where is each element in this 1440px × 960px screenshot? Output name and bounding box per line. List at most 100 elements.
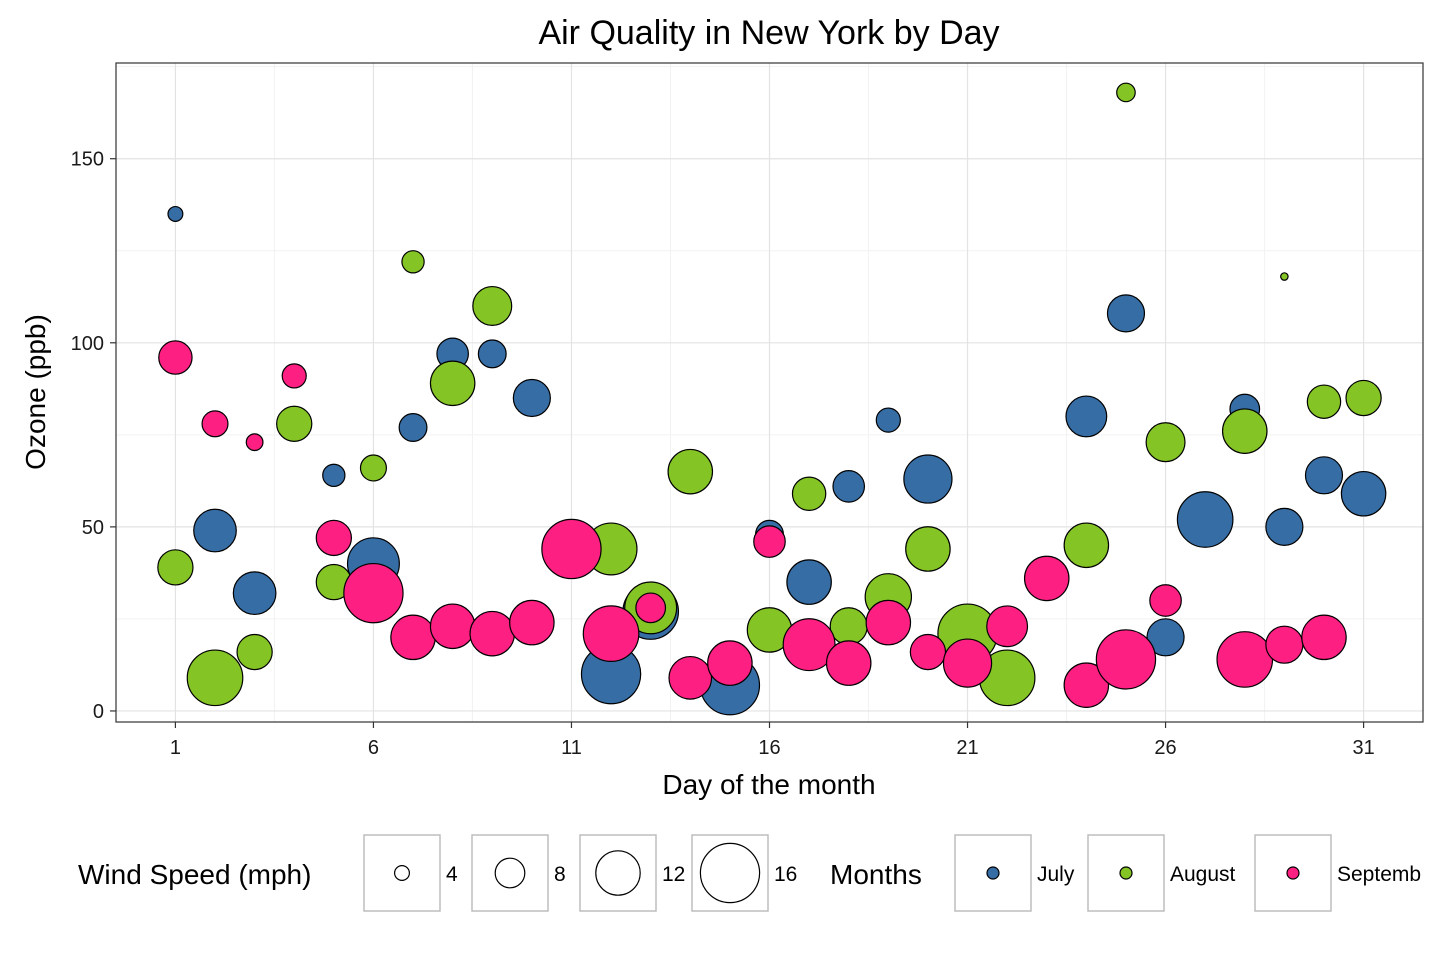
data-point-august	[1306, 384, 1342, 419]
size-legend-title: Wind Speed (mph)	[78, 859, 311, 890]
x-tick-label: 26	[1154, 737, 1176, 759]
data-point-august	[667, 448, 714, 495]
data-point-august	[1280, 272, 1289, 281]
data-point-august	[401, 250, 425, 274]
data-point-august	[829, 607, 868, 646]
data-point-august	[905, 526, 951, 572]
data-point-august	[186, 649, 244, 707]
data-point-septemb	[1063, 662, 1110, 708]
color-legend-label: July	[1037, 863, 1075, 886]
x-tick-label: 11	[561, 737, 582, 759]
y-tick-label: 50	[82, 517, 104, 539]
data-point-septemb	[1095, 629, 1157, 690]
data-point-july	[1304, 456, 1344, 495]
color-legend-label: August	[1170, 863, 1236, 886]
size-legend-circle	[595, 850, 641, 896]
data-point-septemb	[1265, 625, 1304, 664]
size-legend-circle	[699, 842, 761, 904]
data-point-septemb	[281, 363, 307, 389]
data-point-septemb	[158, 340, 193, 375]
x-tick-label: 21	[956, 737, 978, 759]
data-point-septemb	[668, 655, 713, 700]
color-legend-dot	[986, 866, 1000, 880]
y-axis-title: Ozone (ppb)	[20, 314, 51, 470]
data-point-septemb	[509, 599, 555, 646]
data-point-septemb	[1149, 584, 1182, 617]
data-point-septemb	[315, 519, 353, 557]
data-point-july	[512, 378, 551, 418]
size-legend: 4 8 12 16	[363, 834, 797, 912]
data-point-septemb	[909, 633, 947, 671]
data-point-august	[1345, 379, 1382, 417]
data-point-august	[157, 549, 194, 586]
data-point-septemb	[825, 640, 872, 686]
data-point-july	[875, 407, 901, 433]
data-point-august	[791, 476, 827, 511]
data-point-septemb	[1301, 614, 1347, 661]
data-point-july	[903, 454, 953, 504]
data-point-july	[786, 559, 832, 605]
data-point-septemb	[782, 618, 836, 672]
data-point-july	[477, 339, 507, 369]
data-point-july	[1265, 507, 1304, 546]
data-point-july	[832, 470, 866, 503]
data-point-septemb	[429, 603, 476, 650]
size-legend-label: 16	[774, 863, 797, 886]
data-point-august	[359, 454, 387, 482]
size-legend-label: 8	[554, 863, 566, 886]
color-legend-title: Months	[830, 859, 922, 890]
x-axis-title: Day of the month	[662, 769, 875, 800]
data-point-august	[1221, 408, 1268, 454]
data-point-septemb	[201, 410, 229, 438]
chart-title: Air Quality in New York by Day	[538, 14, 999, 52]
x-tick-label: 6	[368, 737, 379, 759]
data-point-septemb	[865, 599, 912, 646]
x-tick-label: 31	[1352, 737, 1374, 759]
x-tick-label: 1	[170, 737, 181, 759]
data-point-august	[429, 360, 476, 407]
data-point-august	[1116, 82, 1136, 103]
data-point-septemb	[1023, 555, 1070, 602]
data-point-july	[398, 412, 428, 442]
data-point-septemb	[343, 562, 404, 624]
data-point-july	[232, 571, 277, 616]
data-point-august	[276, 405, 313, 442]
y-tick-label: 0	[93, 701, 104, 723]
data-point-july	[1340, 470, 1387, 517]
size-legend-label: 12	[662, 863, 685, 886]
color-legend: July August Septemb	[954, 834, 1421, 912]
data-point-septemb	[986, 605, 1029, 648]
data-point-septemb	[753, 525, 786, 558]
data-point-july	[1106, 294, 1146, 333]
y-tick-label: 100	[71, 333, 104, 355]
color-legend-dot	[1119, 866, 1133, 880]
data-point-august	[1063, 522, 1110, 569]
data-point-july	[167, 205, 184, 222]
data-point-august	[472, 285, 513, 327]
data-point-septemb	[390, 614, 436, 661]
size-legend-label: 4	[446, 863, 458, 886]
data-point-july	[1065, 395, 1108, 438]
data-point-septemb	[635, 592, 667, 624]
data-point-july	[322, 463, 346, 488]
data-point-septemb	[1216, 631, 1274, 688]
data-points	[157, 82, 1387, 716]
data-point-august	[236, 633, 273, 671]
data-point-july	[1146, 618, 1185, 657]
y-tick-label: 150	[71, 149, 104, 171]
data-point-septemb	[707, 640, 753, 686]
data-point-septemb	[582, 605, 640, 662]
data-point-septemb	[469, 610, 516, 657]
data-point-septemb	[541, 518, 602, 580]
data-point-august	[1145, 422, 1186, 463]
data-point-septemb	[245, 433, 264, 452]
data-point-july	[1176, 491, 1234, 548]
size-legend-circle	[494, 857, 526, 889]
size-legend-circle	[394, 864, 411, 881]
x-tick-label: 16	[758, 737, 780, 759]
data-point-septemb	[942, 638, 993, 688]
color-legend-label: Septemb	[1337, 863, 1421, 886]
color-legend-dot	[1286, 866, 1300, 880]
